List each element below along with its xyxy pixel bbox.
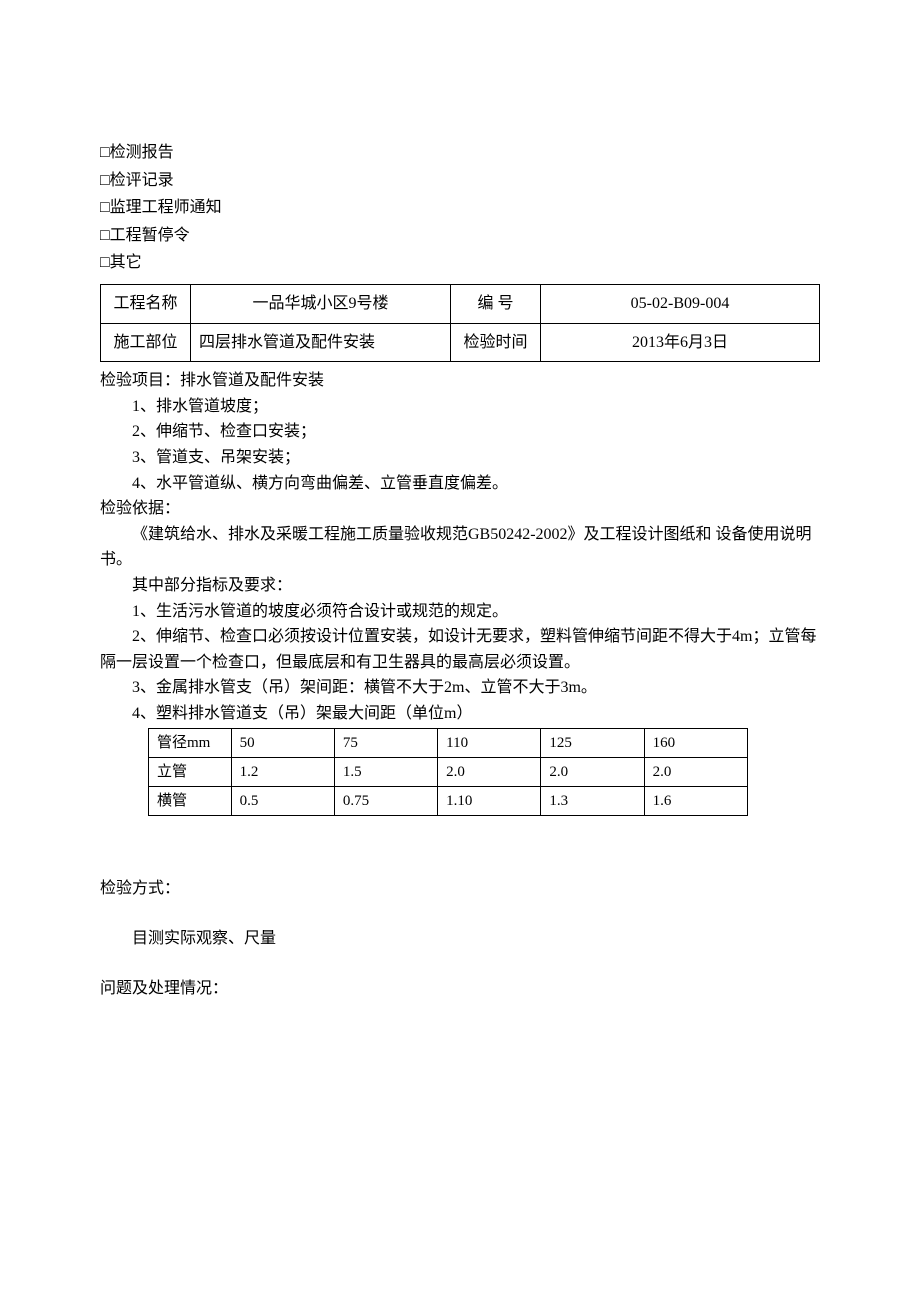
inspection-time-label: 检验时间 (451, 323, 541, 362)
table-header-row: 管径mm 50 75 110 125 160 (149, 729, 748, 758)
table-header-2: 75 (334, 729, 437, 758)
table-cell-1-2: 1.5 (334, 758, 437, 787)
checkbox-item-5: □其它 (100, 250, 820, 276)
project-name-value: 一品华城小区9号楼 (191, 284, 451, 323)
table-cell-1-1: 1.2 (231, 758, 334, 787)
inspection-item-3: 3、管道支、吊架安装； (100, 445, 820, 471)
table-header-5: 160 (644, 729, 747, 758)
inspection-basis-item-1: 1、生活污水管道的坡度必须符合设计或规范的规定。 (100, 599, 820, 625)
inspection-basis-heading: 检验依据： (100, 496, 820, 522)
inspection-item-1: 1、排水管道坡度； (100, 394, 820, 420)
inspection-basis-item-2: 2、伸缩节、检查口必须按设计位置安装，如设计无要求，塑料管伸缩节间距不得大于4m… (100, 624, 820, 675)
construction-part-label: 施工部位 (101, 323, 191, 362)
table-header-3: 110 (438, 729, 541, 758)
inspection-method-content: 目测实际观察、尺量 (100, 926, 820, 952)
checkbox-list: □检测报告 □检评记录 □监理工程师通知 □工程暂停令 □其它 (100, 140, 820, 276)
inspection-item-4: 4、水平管道纵、横方向弯曲偏差、立管垂直度偏差。 (100, 471, 820, 497)
table-cell-1-4: 2.0 (541, 758, 644, 787)
table-cell-2-0: 横管 (149, 787, 232, 816)
checkbox-item-2: □检评记录 (100, 168, 820, 194)
checkbox-item-3: □监理工程师通知 (100, 195, 820, 221)
table-cell-2-1: 0.5 (231, 787, 334, 816)
number-value: 05-02-B09-004 (541, 284, 820, 323)
header-table: 工程名称 一品华城小区9号楼 编 号 05-02-B09-004 施工部位 四层… (100, 284, 820, 362)
header-table-row-2: 施工部位 四层排水管道及配件安装 检验时间 2013年6月3日 (101, 323, 820, 362)
inspection-basis-item-4: 4、塑料排水管道支（吊）架最大间距（单位m） (100, 701, 820, 727)
table-cell-1-5: 2.0 (644, 758, 747, 787)
inspection-basis-item-3: 3、金属排水管支（吊）架间距：横管不大于2m、立管不大于3m。 (100, 675, 820, 701)
table-header-4: 125 (541, 729, 644, 758)
inspection-basis-subheading: 其中部分指标及要求： (100, 573, 820, 599)
table-cell-1-3: 2.0 (438, 758, 541, 787)
table-cell-2-4: 1.3 (541, 787, 644, 816)
table-cell-2-3: 1.10 (438, 787, 541, 816)
table-header-0: 管径mm (149, 729, 232, 758)
table-row-1: 立管 1.2 1.5 2.0 2.0 2.0 (149, 758, 748, 787)
pipe-spacing-table: 管径mm 50 75 110 125 160 立管 1.2 1.5 2.0 2.… (148, 728, 748, 816)
number-label: 编 号 (451, 284, 541, 323)
project-name-label: 工程名称 (101, 284, 191, 323)
inspection-item-2: 2、伸缩节、检查口安装； (100, 419, 820, 445)
table-cell-1-0: 立管 (149, 758, 232, 787)
header-table-row-1: 工程名称 一品华城小区9号楼 编 号 05-02-B09-004 (101, 284, 820, 323)
construction-part-value: 四层排水管道及配件安装 (191, 323, 451, 362)
inspection-items-heading: 检验项目：排水管道及配件安装 (100, 368, 820, 394)
table-row-2: 横管 0.5 0.75 1.10 1.3 1.6 (149, 787, 748, 816)
checkbox-item-4: □工程暂停令 (100, 223, 820, 249)
checkbox-item-1: □检测报告 (100, 140, 820, 166)
table-cell-2-5: 1.6 (644, 787, 747, 816)
inspection-basis-para1: 《建筑给水、排水及采暖工程施工质量验收规范GB50242-2002》及工程设计图… (100, 522, 820, 573)
table-cell-2-2: 0.75 (334, 787, 437, 816)
issues-heading: 问题及处理情况： (100, 976, 820, 1002)
table-header-1: 50 (231, 729, 334, 758)
inspection-time-value: 2013年6月3日 (541, 323, 820, 362)
inspection-method-heading: 检验方式： (100, 876, 820, 902)
